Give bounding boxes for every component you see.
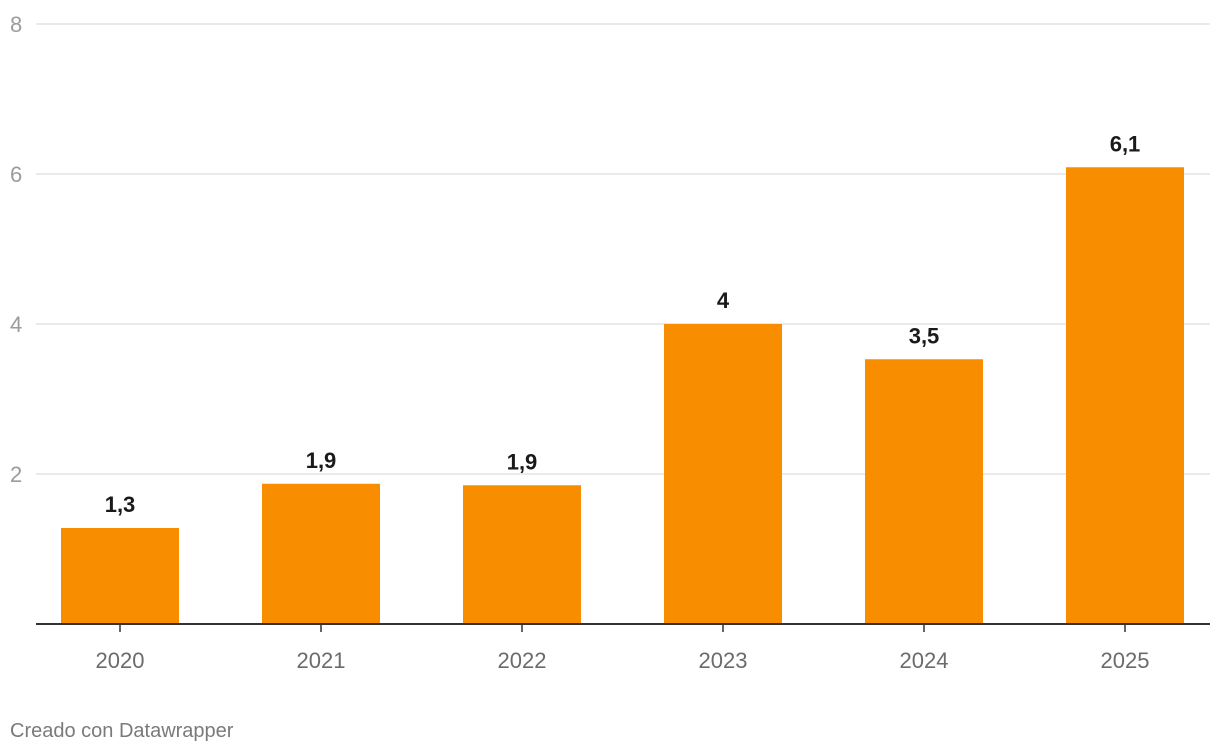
bars [61, 167, 1184, 624]
data-labels: 1,3 1,9 1,9 4 3,5 6,1 [105, 131, 1141, 517]
bar-2025 [1066, 167, 1184, 624]
footer-credit: Creado con Datawrapper [10, 720, 234, 742]
y-tick-label: 4 [10, 312, 22, 337]
y-tick-label: 8 [10, 12, 22, 37]
x-tick-label-2024: 2024 [900, 648, 949, 673]
bar-2020 [61, 528, 179, 624]
data-label-2025: 6,1 [1110, 131, 1141, 156]
data-label-2023: 4 [717, 288, 730, 313]
y-tick-label: 2 [10, 462, 22, 487]
x-tick-label-2020: 2020 [96, 648, 145, 673]
bar-2023 [664, 324, 782, 624]
bar-2022 [463, 485, 581, 624]
x-tick-label-2023: 2023 [699, 648, 748, 673]
x-axis: 2020 2021 2022 2023 2024 2025 [36, 623, 1210, 673]
y-tick-label: 6 [10, 162, 22, 187]
data-label-2022: 1,9 [507, 449, 538, 474]
data-label-2021: 1,9 [306, 448, 337, 473]
gridlines: 2 4 6 8 [10, 12, 1210, 487]
x-tick-label-2021: 2021 [297, 648, 346, 673]
x-tick-label-2022: 2022 [498, 648, 547, 673]
data-label-2024: 3,5 [909, 323, 940, 348]
x-tick-label-2025: 2025 [1101, 648, 1150, 673]
bar-2021 [262, 483, 380, 624]
bar-2024 [865, 359, 983, 624]
data-label-2020: 1,3 [105, 492, 136, 517]
